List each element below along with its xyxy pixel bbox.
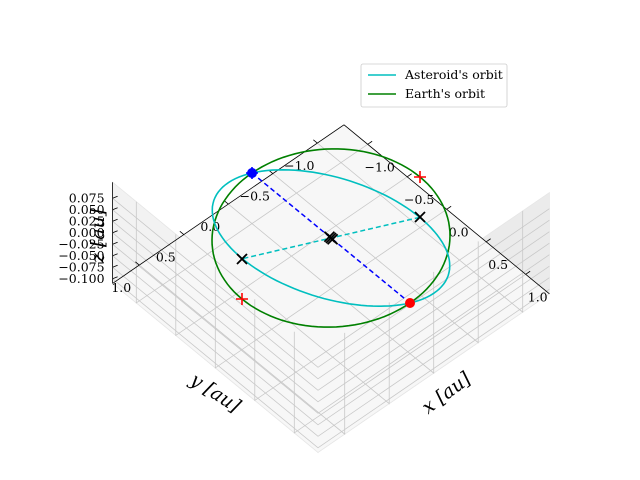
y-tick-label: 1.0 [111,280,131,295]
grid-line-x [293,273,526,434]
legend-label-earth: Earth's orbit [405,86,485,101]
x-tick-mark [367,140,373,145]
z-tick-mark [112,230,118,234]
x-tick-label: −1.0 [365,159,395,174]
z-tick-mark [112,241,118,245]
x-tick-mark [446,205,452,210]
y-tick-label: −0.5 [240,189,270,204]
point-marker-x [236,253,248,265]
y-tick-mark [224,200,229,205]
z-tick-label: 0.050 [69,202,105,217]
grid-line-z [112,243,550,414]
legend-box [360,63,508,108]
z-tick-mark [112,253,118,257]
grid-line-z [112,197,550,368]
x-tick-label: 1.0 [528,289,548,304]
x-tick-label: −0.5 [404,192,434,207]
tick-labels: −1.0−0.50.00.51.01.00.50.0−0.5−1.00.0750… [58,158,547,304]
x-tick-mark [485,238,491,243]
z-tick-label: −0.075 [58,259,104,274]
y-tick-mark [135,261,140,266]
z-tick-mark [112,218,118,222]
z-tick-mark [112,195,118,199]
grid-line-x [254,241,487,402]
grid-line-x [135,143,368,304]
grid-line-z [112,255,550,426]
grid-line-x [214,208,447,369]
z-tick-label: −0.100 [58,271,104,286]
point-marker-plus [414,171,426,183]
grid-line-z [112,266,550,437]
point-marker-plus [246,167,258,179]
z-tick-label: 0.075 [69,190,105,205]
y-tick-label: 0.5 [156,250,176,265]
line-of-nodes [251,172,411,304]
point-marker-x [323,231,336,243]
y-tick-mark [179,231,185,235]
grid-lines [112,142,550,449]
grid-line-y [317,142,524,313]
grid-line-x [175,176,408,337]
x-tick-label: 0.0 [449,224,469,239]
point-marker-plus [236,293,248,305]
orbit-markers [236,167,426,308]
x-tick-label: 0.5 [488,257,508,272]
z-tick-label: 0.025 [69,213,105,228]
z-tick-label: 0.000 [69,225,105,240]
grid-line-z [112,209,550,380]
z-tick-mark [112,276,118,280]
z-tick-mark [112,207,118,211]
grid-line-z [112,232,550,403]
point-marker-circle [405,298,415,308]
z-tick-mark [112,264,118,268]
z-tick-label: −0.025 [58,236,104,251]
grid-line-z [112,278,550,449]
y-tick-mark [313,139,318,144]
legend-label-asteroid: Asteroid's orbit [404,67,503,82]
z-tick-label: −0.050 [58,248,104,263]
legend: Asteroid's orbit Earth's orbit [360,63,508,108]
point-marker-x [414,211,426,223]
grid-line-z [112,220,550,391]
y-tick-label: 0.0 [200,219,220,234]
z-axis-label: z [au] [87,208,109,264]
x-tick-mark [525,270,531,275]
x-tick-mark [406,173,412,178]
